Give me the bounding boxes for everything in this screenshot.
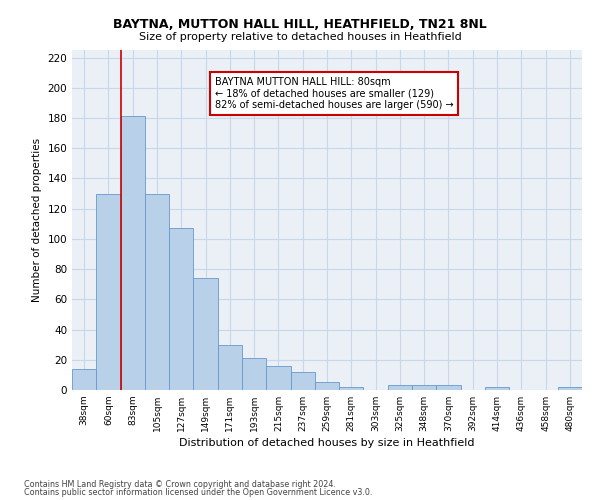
Bar xyxy=(436,386,461,390)
Bar xyxy=(145,194,169,390)
Text: BAYTNA, MUTTON HALL HILL, HEATHFIELD, TN21 8NL: BAYTNA, MUTTON HALL HILL, HEATHFIELD, TN… xyxy=(113,18,487,30)
Bar xyxy=(218,344,242,390)
Bar xyxy=(169,228,193,390)
Bar xyxy=(193,278,218,390)
Text: Size of property relative to detached houses in Heathfield: Size of property relative to detached ho… xyxy=(139,32,461,42)
X-axis label: Distribution of detached houses by size in Heathfield: Distribution of detached houses by size … xyxy=(179,438,475,448)
Bar xyxy=(412,386,436,390)
Bar xyxy=(315,382,339,390)
Bar xyxy=(266,366,290,390)
Bar xyxy=(72,369,96,390)
Text: Contains public sector information licensed under the Open Government Licence v3: Contains public sector information licen… xyxy=(24,488,373,497)
Bar xyxy=(388,386,412,390)
Bar xyxy=(121,116,145,390)
Text: BAYTNA MUTTON HALL HILL: 80sqm
← 18% of detached houses are smaller (129)
82% of: BAYTNA MUTTON HALL HILL: 80sqm ← 18% of … xyxy=(215,77,454,110)
Bar xyxy=(485,387,509,390)
Bar xyxy=(96,194,121,390)
Bar xyxy=(290,372,315,390)
Bar xyxy=(242,358,266,390)
Y-axis label: Number of detached properties: Number of detached properties xyxy=(32,138,42,302)
Text: Contains HM Land Registry data © Crown copyright and database right 2024.: Contains HM Land Registry data © Crown c… xyxy=(24,480,336,489)
Bar xyxy=(339,387,364,390)
Bar xyxy=(558,387,582,390)
